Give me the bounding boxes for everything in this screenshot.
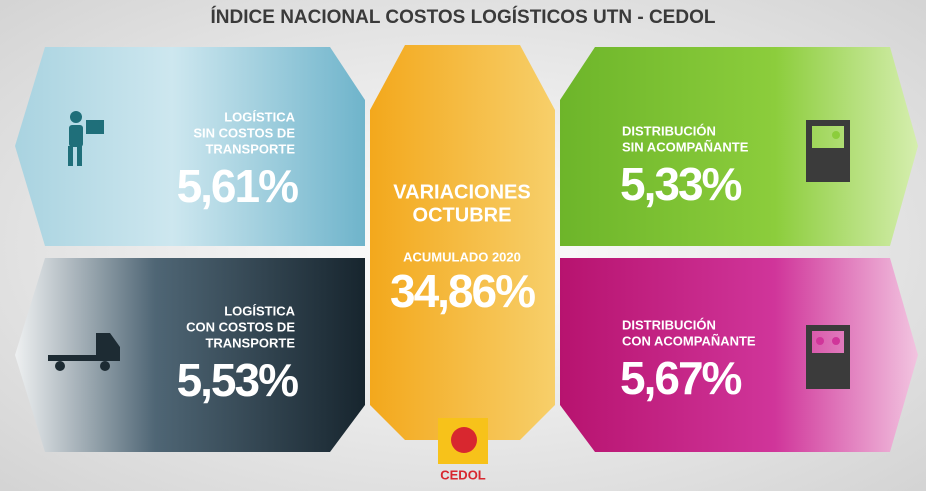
panel-label: LOGÍSTICA (224, 109, 295, 124)
center-value: 34,86% (390, 265, 535, 317)
cab-icon (806, 325, 850, 389)
title: ÍNDICE NACIONAL COSTOS LOGÍSTICOS UTN - … (211, 6, 716, 28)
center-subtitle: ACUMULADO 2020 (403, 249, 521, 264)
panel-label: DISTRIBUCIÓN (622, 317, 716, 332)
panel-label: DISTRIBUCIÓN (622, 123, 716, 138)
panel (560, 47, 918, 246)
panel-value: 5,61% (177, 160, 299, 212)
panel-value: 5,33% (620, 158, 742, 210)
truck-icon (48, 333, 120, 371)
panel-label: SIN COSTOS DE (193, 125, 295, 140)
panel-value: 5,53% (177, 354, 299, 406)
panel-label: CON ACOMPAÑANTE (622, 333, 756, 348)
panel-label: SIN ACOMPAÑANTE (622, 139, 749, 154)
center-heading: VARIACIONES (393, 181, 530, 203)
panel-label: TRANSPORTE (205, 141, 295, 156)
logo-text: CEDOL (440, 467, 486, 482)
worker-icon (68, 111, 104, 166)
panel-label: TRANSPORTE (205, 335, 295, 350)
logo-mark (451, 427, 477, 453)
panel (15, 47, 365, 246)
panel (15, 258, 365, 452)
center-heading: OCTUBRE (413, 204, 512, 226)
panel-value: 5,67% (620, 352, 742, 404)
panel-label: LOGÍSTICA (224, 303, 295, 318)
panel-label: CON COSTOS DE (186, 319, 295, 334)
panel (560, 258, 918, 452)
center-panel (370, 45, 555, 440)
cab-icon (806, 120, 850, 182)
